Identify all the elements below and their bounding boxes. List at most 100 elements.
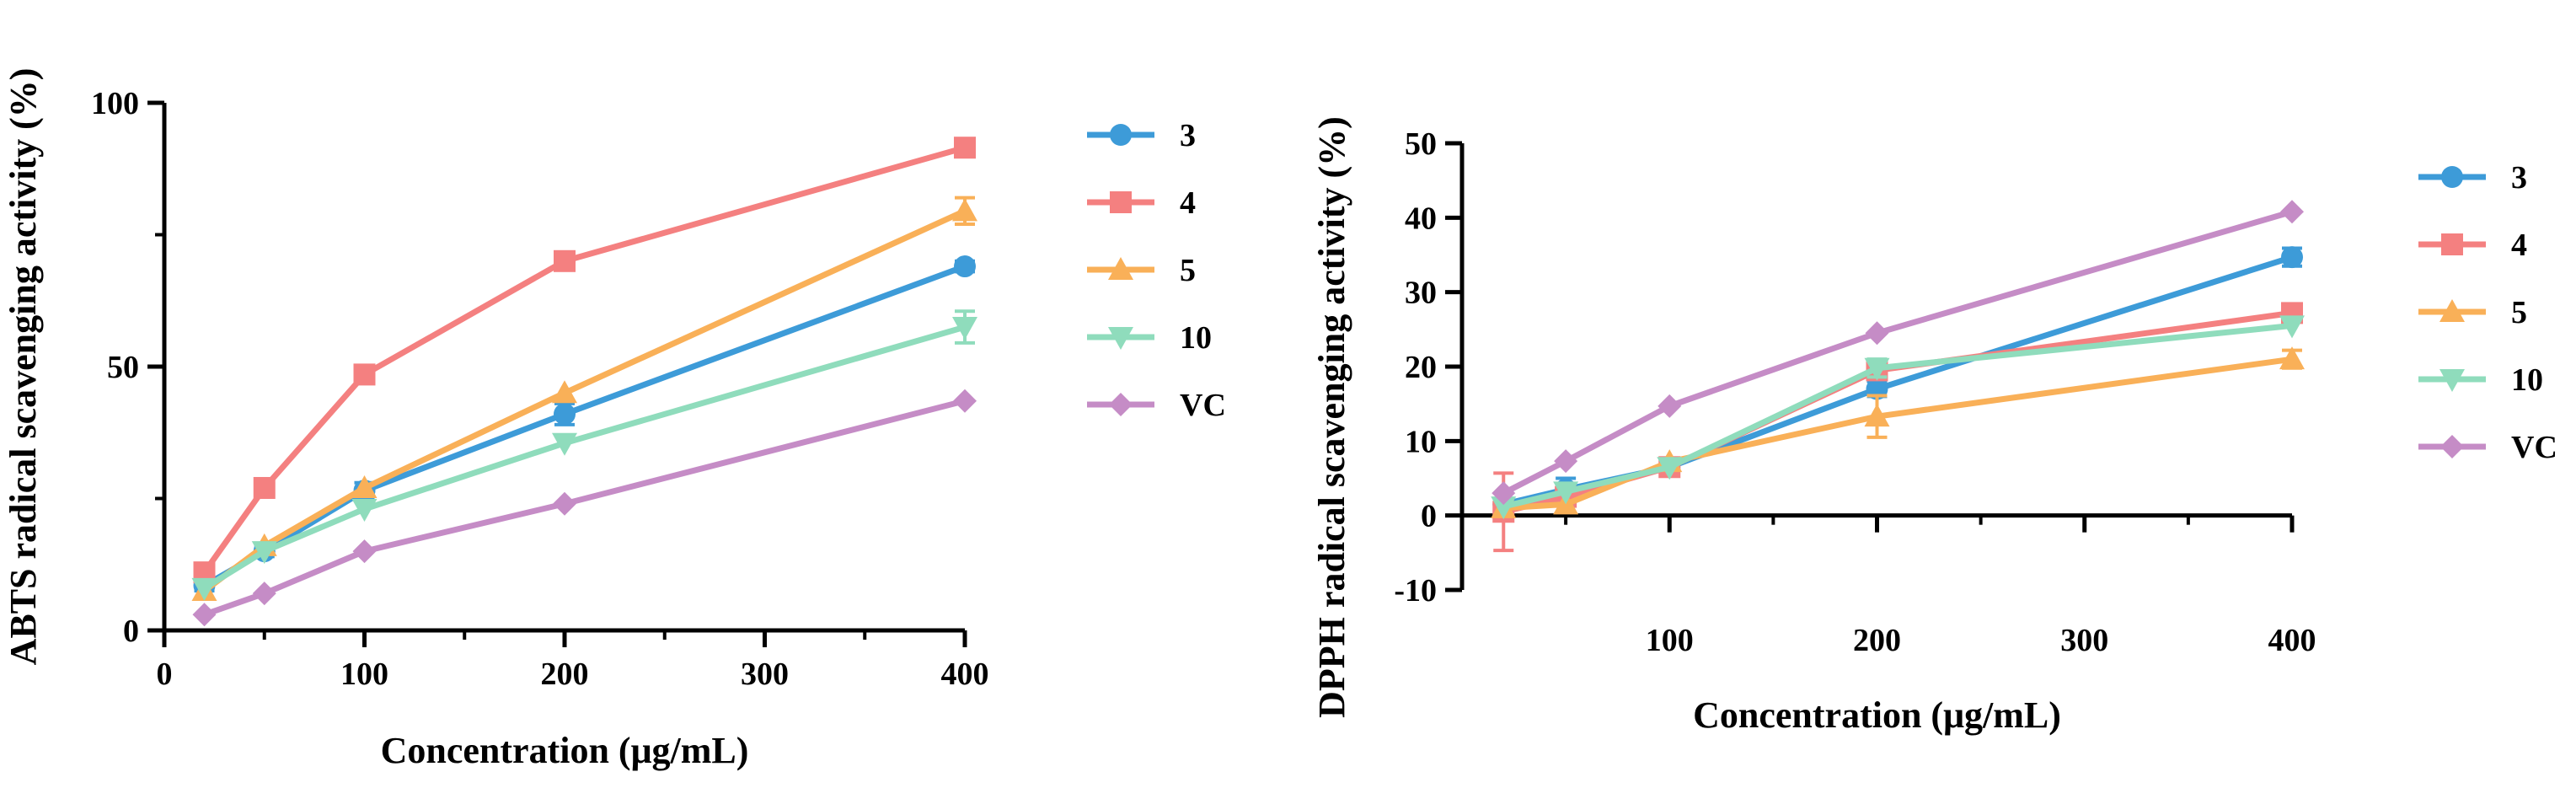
dpph-line-VC — [1502, 208, 2293, 496]
abts-legend-marker-VC — [1109, 393, 1133, 416]
dpph-point-10 — [1553, 481, 1579, 505]
dpph-y-tick-label: 30 — [1405, 276, 1437, 311]
abts-x-tick-label: 400 — [941, 657, 989, 692]
abts-legend-item-5: 5 — [1087, 253, 1196, 288]
abts-legend-item-VC: VC — [1087, 388, 1226, 423]
abts-legend-label-5: 5 — [1180, 253, 1196, 288]
abts-x-axis-title: Concentration (μg/mL) — [381, 730, 749, 771]
abts-legend-marker-10 — [1108, 327, 1133, 350]
abts-point-3 — [954, 255, 976, 278]
abts-point-VC — [352, 539, 377, 564]
abts-point-10 — [952, 317, 977, 340]
dpph-y-tick-label: 20 — [1405, 350, 1437, 385]
dpph-legend-marker-5 — [2439, 299, 2465, 322]
dpph-series-3 — [1492, 246, 2303, 516]
dpph-point-10 — [1491, 496, 1517, 520]
dpph-legend-label-3: 3 — [2511, 160, 2527, 196]
abts-legend-label-VC: VC — [1180, 388, 1226, 423]
dpph-y-tick-label: 0 — [1421, 499, 1437, 534]
abts-legend-item-3: 3 — [1087, 118, 1196, 153]
dpph-legend-marker-3 — [2441, 166, 2463, 188]
abts-point-4 — [253, 476, 276, 499]
abts-series-4 — [193, 137, 976, 584]
dpph-legend-item-VC: VC — [2418, 430, 2557, 465]
dpph-legend-label-10: 10 — [2511, 362, 2543, 398]
abts-y-tick-label: 50 — [107, 350, 139, 385]
abts-legend-label-10: 10 — [1180, 320, 1212, 356]
dpph-point-VC — [1658, 394, 1682, 418]
dpph-point-5 — [2279, 346, 2305, 370]
dpph-x-tick-label: 300 — [2060, 623, 2108, 658]
abts-point-10 — [251, 541, 277, 565]
dpph-chart: -10 0 10 20 30 40 50 100 200 300 400 Concentration … — [1311, 116, 2557, 736]
dpph-legend-marker-VC — [2440, 435, 2464, 458]
dpph-point-3 — [2281, 246, 2303, 269]
dpph-y-tick-label: 40 — [1405, 201, 1437, 236]
abts-legend-label-3: 3 — [1180, 118, 1196, 153]
dpph-legend-label-4: 4 — [2511, 228, 2527, 263]
dpph-x-axis-title: Concentration (μg/mL) — [1693, 694, 2061, 736]
dpph-line-3 — [1502, 254, 2294, 507]
abts-point-4 — [954, 137, 976, 159]
abts-y-axis-title: ABTS radical scavenging activity (%) — [3, 68, 44, 666]
abts-point-VC — [953, 389, 977, 413]
abts-x-tick-label: 200 — [541, 657, 589, 692]
abts-point-5 — [351, 474, 378, 498]
dpph-x-tick-label: 100 — [1646, 623, 1694, 658]
abts-legend-label-4: 4 — [1180, 185, 1196, 221]
abts-line-10 — [202, 324, 966, 591]
dpph-legend-marker-4 — [2441, 233, 2463, 255]
abts-point-VC — [252, 582, 276, 606]
dpph-legend-marker-10 — [2439, 369, 2465, 392]
abts-point-5 — [552, 380, 577, 404]
dpph-x-tick-label: 200 — [1853, 623, 1901, 658]
dpph-point-10 — [1864, 357, 1890, 381]
dpph-legend-item-4: 4 — [2418, 228, 2527, 263]
dpph-legend-item-5: 5 — [2418, 295, 2527, 330]
dpph-point-VC — [2280, 200, 2304, 224]
abts-point-10 — [351, 499, 378, 523]
abts-point-4 — [353, 363, 376, 386]
abts-point-10 — [552, 432, 577, 456]
dpph-point-10 — [1657, 457, 1683, 480]
abts-x-tick-label: 0 — [157, 657, 173, 692]
abts-point-5 — [952, 198, 977, 222]
dpph-series-10 — [1491, 315, 2305, 520]
abts-legend-marker-4 — [1110, 191, 1132, 213]
abts-point-VC — [553, 491, 576, 516]
abts-y-tick-label: 0 — [123, 614, 139, 649]
abts-legend-item-10: 10 — [1087, 320, 1212, 356]
dpph-point-VC — [1492, 481, 1516, 506]
dpph-legend-item-3: 3 — [2418, 160, 2527, 196]
dpph-series-5 — [1491, 346, 2305, 518]
abts-series-VC — [192, 389, 977, 627]
abts-point-VC — [192, 603, 217, 627]
abts-legend-item-4: 4 — [1087, 185, 1196, 221]
abts-legend-marker-5 — [1108, 257, 1133, 280]
abts-chart: 0 50 100 0 100 200 300 400 Concentration (μg/mL)… — [3, 68, 1226, 771]
dpph-y-tick-label: 50 — [1405, 126, 1437, 162]
abts-legend-marker-3 — [1110, 124, 1132, 146]
abts-x-tick-label: 300 — [741, 657, 789, 692]
dpph-legend-label-VC: VC — [2511, 430, 2557, 465]
dpph-series-VC — [1492, 200, 2304, 506]
dpph-legend-item-10: 10 — [2418, 362, 2543, 398]
abts-line-5 — [202, 208, 967, 593]
dpph-y-axis-title: DPPH radical scavenging activity (%) — [1311, 116, 1352, 718]
dpph-y-tick-label: 10 — [1405, 424, 1437, 459]
dpph-legend-label-5: 5 — [2511, 295, 2527, 330]
abts-point-10 — [191, 577, 217, 601]
dpph-point-5 — [1864, 404, 1890, 427]
dpph-y-tick-label: -10 — [1394, 573, 1437, 608]
dpph-x-tick-label: 400 — [2268, 623, 2316, 658]
abts-x-tick-label: 100 — [340, 657, 388, 692]
dpph-point-10 — [2279, 315, 2305, 339]
abts-series-10 — [191, 309, 977, 601]
abts-y-tick-label: 100 — [91, 86, 139, 121]
dpph-point-VC — [1865, 321, 1889, 346]
abts-point-3 — [554, 403, 576, 426]
abts-line-VC — [203, 398, 966, 618]
abts-point-4 — [554, 249, 576, 272]
dpph-point-VC — [1554, 449, 1578, 474]
